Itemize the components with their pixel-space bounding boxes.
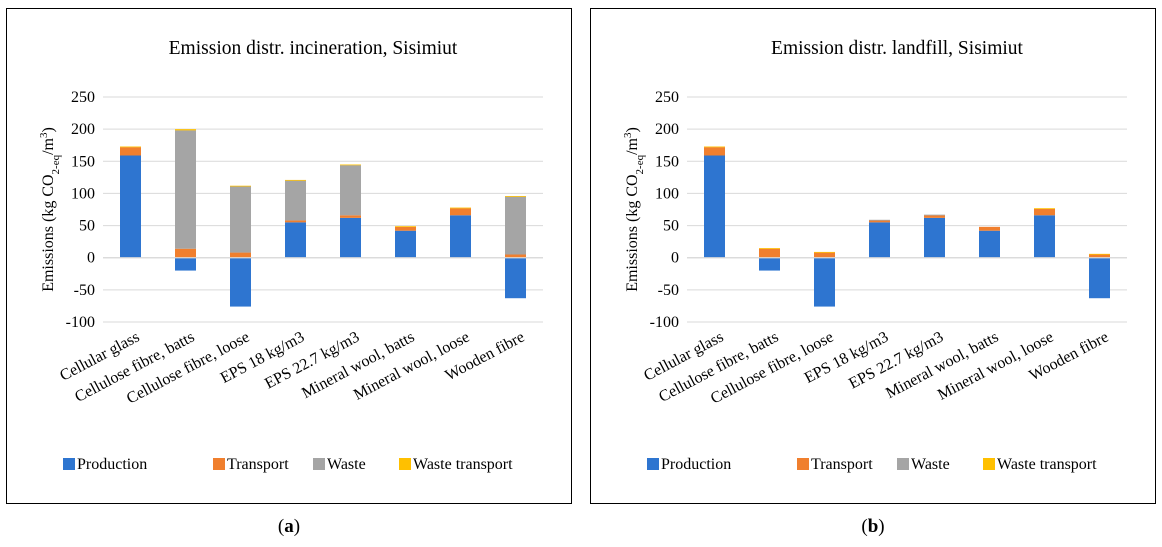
chartb-legend-swatch-waste: [897, 458, 909, 470]
chartb-bar-production-eps-18-kg-m3: [869, 222, 890, 258]
charta-bar-waste-transport-mineral-wool-batts: [395, 226, 416, 228]
charta-y-tick-label: 150: [71, 153, 95, 170]
chartb-y-tick-label: -100: [650, 314, 679, 331]
charta-bar-waste-transport-mineral-wool-loose: [450, 207, 471, 209]
chartb-y-tick-label: 250: [655, 89, 679, 106]
charta-bar-waste-transport-eps-18-kg-m3: [285, 179, 306, 181]
chartb-bar-transport-eps-22-7-kg-m3: [924, 215, 945, 218]
charta-legend-swatch-transport: [213, 458, 225, 470]
charta-y-tick-label: 200: [71, 121, 95, 138]
chartb-bar-waste-transport-cellular-glass: [704, 146, 725, 148]
charta-legend-label-waste-transport: Waste transport: [413, 456, 513, 473]
chartb-y-tick-label: 100: [655, 185, 679, 202]
chartb-y-axis-label: Emissions (kg CO2-eq/m3): [622, 127, 646, 292]
charta-bar-waste-transport-eps-22-7-kg-m3: [340, 164, 361, 166]
caption-b: (b): [861, 516, 885, 537]
charta-bar-transport-wooden-fibre: [505, 254, 526, 258]
caption-a: (a): [277, 516, 301, 537]
chartb-legend-swatch-transport: [797, 458, 809, 470]
charta-y-tick-label: -50: [74, 282, 95, 299]
chartb-legend-label-production: Production: [661, 456, 731, 473]
charta-y-tick-label: 50: [79, 218, 95, 235]
chartb-bar-transport-cellulose-fibre-batts: [759, 248, 780, 258]
chartb-legend-label-transport: Transport: [811, 456, 873, 473]
chartb-bar-transport-mineral-wool-batts: [979, 226, 1000, 231]
chartb-bar-production-wooden-fibre: [1089, 257, 1110, 299]
charta-y-axis-label: Emissions (kg CO2-eq/m3): [38, 127, 62, 292]
charta-legend-swatch-waste: [313, 458, 325, 470]
chartb-legend-swatch-waste-transport: [983, 458, 995, 470]
chartb-bar-waste-transport-cellulose-fibre-loose: [814, 251, 835, 253]
charta-bar-production-eps-22-7-kg-m3: [340, 217, 361, 258]
charta-bar-waste-transport-cellulose-fibre-batts: [175, 129, 196, 131]
chartb-y-tick-label: 150: [655, 153, 679, 170]
chartb-y-tick-label: 50: [663, 218, 679, 235]
chartb-bar-waste-transport-mineral-wool-loose: [1034, 208, 1055, 210]
chartb-bar-production-eps-22-7-kg-m3: [924, 217, 945, 258]
charta-y-tick-label: 250: [71, 89, 95, 106]
chart-panel-b: Emission distr. landfill, Sisimiut -100 -5…: [590, 8, 1156, 504]
chartb-legend-label-waste: Waste: [911, 456, 950, 473]
charta-legend-swatch-production: [63, 458, 75, 470]
charta-bar-transport-cellulose-fibre-loose: [230, 252, 251, 258]
charta-bar-waste-eps-18-kg-m3: [285, 180, 306, 221]
chartb-bar-waste-transport-wooden-fibre: [1089, 253, 1110, 255]
charta-legend-label-transport: Transport: [227, 456, 289, 473]
charta-bar-production-cellulose-fibre-loose: [230, 257, 251, 307]
charta-y-tick-label: 0: [87, 250, 95, 267]
chart-panel-a: Emission distr. incineration, Sisimiut -1…: [6, 8, 572, 504]
chartb-bar-production-mineral-wool-loose: [1034, 215, 1055, 258]
charta-y-tick-label: 100: [71, 185, 95, 202]
chartb-bar-production-cellulose-fibre-loose: [814, 257, 835, 307]
charta-bar-production-mineral-wool-batts: [395, 230, 416, 258]
charta-legend-label-production: Production: [77, 456, 147, 473]
chartb-bar-production-cellular-glass: [704, 155, 725, 258]
chartb-title: Emission distr. landfill, Sisimiut: [771, 38, 1023, 59]
charta-bar-transport-eps-22-7-kg-m3: [340, 215, 361, 218]
charta-bar-waste-transport-cellulose-fibre-loose: [230, 185, 251, 187]
chartb-y-tick-label: -50: [658, 282, 679, 299]
charta-bar-transport-mineral-wool-batts: [395, 226, 416, 231]
charta-bar-transport-mineral-wool-loose: [450, 208, 471, 216]
charta-bar-transport-cellular-glass: [120, 147, 141, 156]
chartb-bar-production-cellulose-fibre-batts: [759, 257, 780, 271]
chartb-bar-transport-cellular-glass: [704, 147, 725, 156]
charta-legend-label-waste: Waste: [327, 456, 366, 473]
chart-a: Emission distr. incineration, Sisimiut -1…: [38, 38, 543, 473]
chart-b: Emission distr. landfill, Sisimiut -100 -5…: [622, 38, 1127, 473]
chartb-bar-transport-eps-18-kg-m3: [869, 220, 890, 223]
charta-bar-production-cellular-glass: [120, 155, 141, 258]
chartb-y-tick-label: 0: [671, 250, 679, 267]
charta-bar-production-cellulose-fibre-batts: [175, 257, 196, 271]
chartb-bar-production-mineral-wool-batts: [979, 230, 1000, 258]
chartb-legend-swatch-production: [647, 458, 659, 470]
chartb-bar-waste-eps-22-7-kg-m3: [924, 214, 945, 216]
charta-bar-waste-transport-cellular-glass: [120, 146, 141, 148]
charta-bar-production-mineral-wool-loose: [450, 215, 471, 258]
charta-legend-swatch-waste-transport: [399, 458, 411, 470]
chartb-bar-transport-cellulose-fibre-loose: [814, 252, 835, 258]
chartb-bar-waste-transport-cellulose-fibre-batts: [759, 248, 780, 249]
charta-bar-waste-eps-22-7-kg-m3: [340, 165, 361, 216]
chartb-bar-waste-eps-18-kg-m3: [869, 219, 890, 221]
charta-bar-production-wooden-fibre: [505, 257, 526, 299]
charta-bar-transport-cellulose-fibre-batts: [175, 248, 196, 258]
chartb-bar-transport-mineral-wool-loose: [1034, 208, 1055, 216]
charta-y-tick-label: -100: [66, 314, 95, 331]
charta-bar-waste-wooden-fibre: [505, 196, 526, 255]
charta-title: Emission distr. incineration, Sisimiut: [169, 38, 458, 59]
charta-bar-waste-transport-wooden-fibre: [505, 196, 526, 197]
chartb-bar-transport-wooden-fibre: [1089, 254, 1110, 258]
charta-bar-production-eps-18-kg-m3: [285, 222, 306, 258]
charta-bar-waste-cellulose-fibre-batts: [175, 130, 196, 249]
chartb-legend-label-waste-transport: Waste transport: [997, 456, 1097, 473]
charta-bar-transport-eps-18-kg-m3: [285, 220, 306, 223]
charta-bar-waste-cellulose-fibre-loose: [230, 186, 251, 253]
chartb-y-tick-label: 200: [655, 121, 679, 138]
